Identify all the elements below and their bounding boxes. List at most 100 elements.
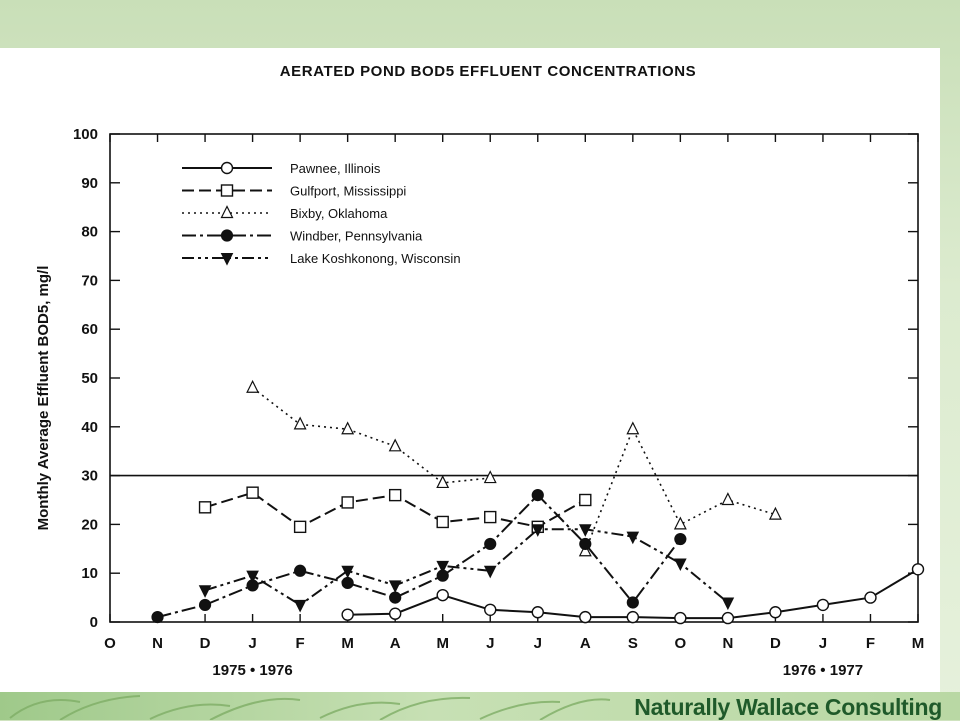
data-point: [911, 563, 925, 576]
data-point: [198, 598, 212, 612]
legend-label: Windber, Pennsylvania: [290, 229, 423, 244]
data-point: [626, 596, 639, 609]
data-point: [388, 438, 402, 452]
data-point: [484, 510, 497, 524]
data-point: [388, 488, 402, 502]
data-point: [388, 580, 402, 594]
data-point: [341, 496, 354, 509]
data-point: [816, 598, 830, 612]
data-point: [436, 515, 449, 529]
data-point: [674, 558, 687, 572]
data-point: [769, 606, 782, 619]
legend-marker: [220, 161, 234, 175]
x-tick-label: D: [770, 635, 781, 652]
y-tick-label: 90: [81, 175, 98, 192]
x-tick-label: D: [200, 635, 211, 652]
y-tick-label: 50: [81, 370, 98, 387]
plot-border: [109, 133, 919, 623]
legend: Pawnee, Illinois Gulfport, Mississippi Bix…: [182, 161, 461, 266]
series-line: [252, 387, 491, 484]
data-point: [483, 565, 497, 579]
leaf-pattern: [9, 695, 611, 720]
plot-frame: [109, 133, 919, 623]
series-0: [341, 563, 925, 625]
data-point: [246, 486, 259, 499]
series-line: [157, 493, 682, 619]
chart-panel: AERATED POND BOD5 EFFLUENT CONCENTRATION…: [0, 48, 940, 692]
x-tick-label: A: [390, 635, 401, 652]
x-tick-label: J: [248, 635, 256, 652]
x-tick-label: J: [486, 635, 494, 652]
x-tick-label: S: [628, 635, 638, 652]
data-point: [674, 611, 687, 625]
data-point: [341, 576, 354, 590]
data-point: [578, 543, 592, 557]
data-point: [436, 560, 450, 574]
data-point: [198, 501, 212, 514]
data-point: [721, 611, 735, 625]
data-point: [246, 379, 260, 393]
data-point: [674, 532, 687, 546]
y-axis-ticks: 0 10 20 30 40 50 60 70 80 90 100: [73, 126, 918, 631]
x-tick-label: A: [580, 635, 591, 652]
data-point: [341, 565, 354, 579]
series-line: [204, 528, 729, 607]
data-point: [341, 421, 355, 435]
data-point: [389, 591, 402, 604]
legend-label: Lake Koshkonong, Wisconsin: [290, 251, 461, 266]
data-point: [436, 475, 450, 489]
data-point: [483, 470, 497, 484]
data-point: [579, 537, 592, 551]
data-point: [294, 564, 307, 577]
period-label-1975-1976: 1975 • 1976: [212, 662, 292, 679]
data-point: [531, 606, 544, 619]
data-point: [531, 489, 544, 502]
y-tick-label: 40: [81, 419, 98, 436]
x-tick-label: J: [534, 635, 542, 652]
legend-label: Gulfport, Mississippi: [290, 184, 406, 199]
series-group: [151, 379, 925, 625]
period-label-1976-1977: 1976 • 1977: [783, 662, 863, 679]
data-point: [579, 610, 592, 624]
data-point: [293, 416, 307, 430]
data-point: [293, 520, 307, 534]
series-line: [347, 568, 919, 620]
series-line: [584, 427, 776, 552]
y-tick-label: 0: [90, 614, 98, 631]
x-tick-label: O: [675, 635, 687, 652]
x-tick-label: F: [866, 635, 875, 652]
legend-label: Bixby, Oklahoma: [290, 206, 388, 221]
y-tick-label: 60: [81, 321, 98, 338]
y-tick-label: 70: [81, 272, 98, 289]
brand-name: Naturally Wallace Consulting: [634, 694, 942, 720]
data-point: [484, 603, 497, 616]
data-point: [673, 516, 687, 530]
footer-band: Naturally Wallace Consulting: [0, 692, 960, 720]
data-point: [484, 537, 497, 551]
series-4: [198, 524, 735, 613]
x-tick-label: J: [819, 635, 827, 652]
series-3: [151, 489, 687, 624]
data-point: [293, 599, 307, 613]
y-tick-label: 20: [81, 516, 98, 533]
legend-label: Pawnee, Illinois: [290, 161, 381, 176]
data-point: [626, 610, 640, 624]
data-point: [436, 588, 449, 602]
x-tick-label: M: [912, 635, 925, 652]
data-point: [578, 524, 592, 537]
x-tick-label: N: [722, 635, 733, 652]
legend-marker: [220, 229, 234, 242]
x-tick-label: M: [341, 635, 354, 652]
y-tick-label: 80: [81, 224, 98, 241]
data-point: [198, 585, 212, 598]
legend-marker: [220, 184, 234, 197]
x-tick-label: O: [104, 635, 116, 652]
data-point: [626, 421, 640, 435]
data-point: [341, 608, 354, 621]
period-labels: 1975 • 1976 1976 • 1977: [212, 662, 863, 679]
chart-title: AERATED POND BOD5 EFFLUENT CONCENTRATION…: [280, 63, 697, 80]
y-tick-label: 10: [81, 565, 98, 582]
data-point: [721, 492, 735, 506]
data-point: [151, 611, 164, 624]
